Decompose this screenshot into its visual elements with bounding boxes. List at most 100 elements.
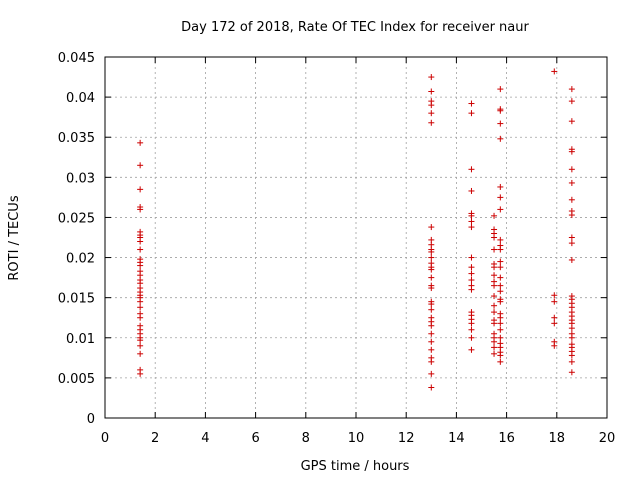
data-point xyxy=(568,86,575,93)
data-point xyxy=(137,337,144,344)
data-point xyxy=(497,298,504,305)
data-point xyxy=(497,314,504,321)
x-tick-label: 14 xyxy=(448,431,465,446)
y-axis-label: ROTI / TECUs xyxy=(7,195,22,280)
data-point xyxy=(468,218,475,225)
data-point xyxy=(568,240,575,247)
data-point xyxy=(491,293,498,300)
y-tick-label: 0.01 xyxy=(66,332,95,347)
data-point xyxy=(497,246,504,253)
data-point xyxy=(491,234,498,241)
data-point xyxy=(468,100,475,107)
data-point xyxy=(468,110,475,117)
data-point xyxy=(497,120,504,127)
y-tick-label: 0.045 xyxy=(58,51,95,66)
data-point xyxy=(497,86,504,93)
data-point xyxy=(468,254,475,261)
data-point xyxy=(468,187,475,194)
data-point xyxy=(468,270,475,277)
data-point xyxy=(497,282,504,289)
x-tick-labels: 0 2 4 6 8 10 12 14 16 18 20 xyxy=(101,431,615,446)
data-point xyxy=(491,264,498,271)
x-tick-label: 20 xyxy=(599,431,616,446)
data-point xyxy=(568,358,575,365)
data-point xyxy=(568,179,575,186)
data-point xyxy=(137,139,144,146)
x-tick-label: 10 xyxy=(348,431,365,446)
data-point xyxy=(428,224,435,231)
data-point xyxy=(468,334,475,341)
data-point xyxy=(568,352,575,359)
data-point xyxy=(428,102,435,109)
data-point xyxy=(137,350,144,357)
data-point xyxy=(568,256,575,263)
data-point xyxy=(551,342,558,349)
data-point xyxy=(568,212,575,219)
data-point xyxy=(137,246,144,253)
data-point xyxy=(428,266,435,273)
data-point xyxy=(551,298,558,305)
data-point xyxy=(428,285,435,292)
data-point xyxy=(568,234,575,241)
x-tick-label: 8 xyxy=(302,431,310,446)
data-point xyxy=(137,162,144,169)
data-point xyxy=(137,238,144,245)
data-point xyxy=(428,306,435,313)
y-tick-label: 0.005 xyxy=(58,372,95,387)
data-point xyxy=(497,352,504,359)
data-point xyxy=(468,224,475,231)
data-point xyxy=(428,330,435,337)
data-point xyxy=(568,334,575,341)
data-point xyxy=(137,298,144,305)
data-point xyxy=(497,320,504,327)
data-point xyxy=(568,196,575,203)
data-point xyxy=(468,166,475,173)
data-point xyxy=(551,292,558,299)
data-point xyxy=(491,350,498,357)
data-point xyxy=(491,212,498,219)
x-tick-label: 6 xyxy=(251,431,259,446)
data-point xyxy=(468,346,475,353)
chart-title: Day 172 of 2018, Rate Of TEC Index for r… xyxy=(181,20,529,35)
data-point xyxy=(491,320,498,327)
data-point xyxy=(568,98,575,105)
data-point xyxy=(428,322,435,329)
data-point xyxy=(497,258,504,265)
data-point xyxy=(137,342,144,349)
data-point xyxy=(428,88,435,95)
data-point xyxy=(568,148,575,155)
data-point xyxy=(428,301,435,308)
data-point xyxy=(428,248,435,255)
data-point xyxy=(568,166,575,173)
data-point xyxy=(491,272,498,279)
x-tick-label: 18 xyxy=(549,431,566,446)
data-points xyxy=(137,68,575,391)
data-point xyxy=(468,286,475,293)
data-point xyxy=(428,254,435,261)
data-point xyxy=(491,246,498,253)
data-point xyxy=(137,262,144,269)
data-point xyxy=(497,288,504,295)
data-point xyxy=(491,282,498,289)
data-point xyxy=(428,119,435,126)
data-point xyxy=(428,74,435,81)
y-tick-label: 0.025 xyxy=(58,211,95,226)
x-axis-label: GPS time / hours xyxy=(301,459,410,474)
data-point xyxy=(468,320,475,327)
data-point xyxy=(497,326,504,333)
data-point xyxy=(497,206,504,213)
data-point xyxy=(491,309,498,316)
data-point xyxy=(568,369,575,376)
data-point xyxy=(428,358,435,365)
data-point xyxy=(468,264,475,271)
data-point xyxy=(568,118,575,125)
data-point xyxy=(428,110,435,117)
y-tick-label: 0.04 xyxy=(66,91,95,106)
data-point xyxy=(491,338,498,345)
axis-ticks xyxy=(104,56,608,419)
data-point xyxy=(491,302,498,309)
y-tick-labels: 0 0.005 0.01 0.015 0.02 0.025 0.03 0.035 0.04 0.0… xyxy=(58,51,95,427)
data-point xyxy=(497,194,504,201)
data-point xyxy=(551,320,558,327)
